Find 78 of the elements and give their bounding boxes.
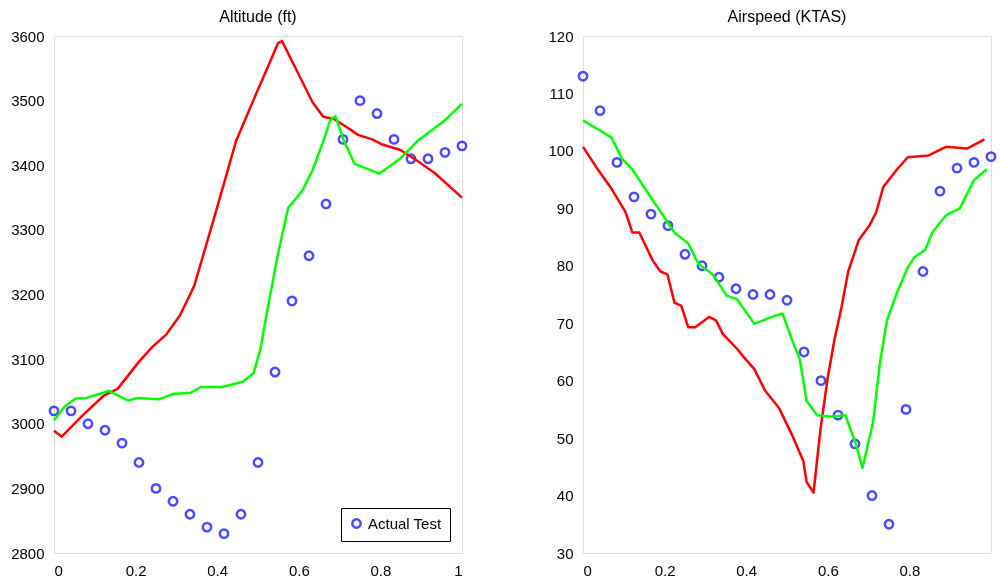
point — [798, 346, 810, 358]
x-tick-label: 0.6 — [288, 561, 310, 579]
y-tick-label: 3200 — [11, 286, 45, 303]
point — [456, 140, 468, 152]
y-tick-label: 2900 — [11, 479, 45, 497]
point — [679, 248, 691, 260]
y-tick-label: 100 — [548, 142, 574, 160]
y-tick-label: 110 — [549, 84, 574, 102]
point — [866, 490, 878, 501]
x-tick-label: 0.2 — [125, 561, 147, 579]
y-tick-label: 40 — [556, 487, 574, 505]
point — [252, 457, 264, 468]
point — [628, 191, 640, 203]
point — [303, 250, 315, 262]
legend-label: Actual Test — [368, 514, 442, 532]
point — [167, 495, 179, 507]
y-tick-label: 70 — [556, 314, 574, 332]
x-tick-label: 1 — [454, 561, 463, 579]
point — [184, 508, 196, 520]
point — [82, 418, 94, 430]
point — [934, 185, 946, 197]
y-tick-label: 120 — [548, 27, 574, 45]
y-tick-label: 3000 — [11, 415, 45, 433]
point — [371, 108, 383, 119]
point — [99, 424, 111, 436]
y-tick-label: 30 — [556, 544, 574, 562]
point — [320, 198, 332, 210]
point — [747, 289, 759, 300]
y-tick-label: 80 — [556, 257, 574, 275]
x-tick-label: 0.8 — [370, 561, 392, 579]
point — [48, 405, 60, 417]
point — [611, 156, 623, 168]
y-tick-label: 3100 — [11, 350, 45, 368]
point — [150, 482, 162, 494]
point — [218, 528, 230, 540]
point — [422, 153, 434, 165]
point — [269, 366, 281, 378]
point — [235, 508, 247, 520]
y-tick-label: 3300 — [11, 221, 45, 239]
y-tick-label: 60 — [556, 372, 574, 390]
x-tick-label: 0.6 — [817, 561, 839, 579]
x-tick-label: 0.2 — [654, 561, 676, 579]
point — [201, 521, 213, 533]
point — [781, 294, 793, 306]
point — [917, 266, 929, 277]
x-tick-label: 0 — [54, 561, 63, 579]
point — [815, 375, 827, 387]
line-series — [52, 102, 464, 422]
x-tick-label: 0.4 — [207, 561, 229, 579]
y-tick-label: 3500 — [11, 92, 45, 110]
y-tick-label: 3600 — [11, 27, 45, 45]
y-tick-label: 90 — [556, 199, 574, 217]
point — [985, 151, 997, 163]
y-tick-label: 2800 — [11, 544, 45, 562]
point — [439, 146, 451, 158]
point — [388, 133, 400, 145]
point — [968, 156, 980, 168]
x-tick-label: 0.4 — [736, 561, 758, 579]
point — [116, 437, 128, 449]
point — [594, 105, 606, 117]
point — [286, 295, 298, 307]
line-series — [52, 39, 464, 438]
point — [133, 457, 145, 468]
y-tick-label: 50 — [556, 429, 574, 447]
chart-title: Altitude (ft) — [219, 8, 297, 25]
point — [883, 518, 895, 530]
point — [900, 403, 912, 415]
point — [577, 70, 589, 82]
point — [65, 405, 77, 417]
x-tick-label: 0 — [583, 561, 592, 579]
point — [730, 283, 742, 295]
chart-title: Airspeed (KTAS) — [727, 8, 847, 25]
point — [645, 208, 657, 220]
point — [764, 289, 776, 300]
y-tick-label: 3400 — [11, 156, 45, 174]
x-tick-label: 0.8 — [899, 561, 921, 579]
point — [951, 162, 963, 174]
point — [354, 95, 366, 107]
